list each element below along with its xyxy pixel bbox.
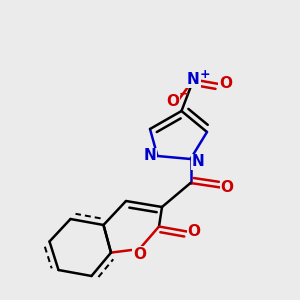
Text: O: O bbox=[166, 94, 179, 110]
Text: +: + bbox=[200, 68, 210, 81]
Text: −: − bbox=[178, 88, 189, 101]
Text: O: O bbox=[220, 180, 234, 195]
Text: N: N bbox=[187, 72, 200, 87]
Text: N: N bbox=[144, 148, 156, 164]
Text: O: O bbox=[133, 247, 146, 262]
Text: N: N bbox=[192, 154, 204, 169]
Text: O: O bbox=[188, 224, 201, 239]
Text: O: O bbox=[219, 76, 232, 92]
